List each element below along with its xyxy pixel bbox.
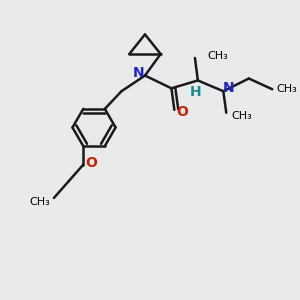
Text: H: H (190, 85, 202, 99)
Text: N: N (132, 66, 144, 80)
Text: CH₃: CH₃ (29, 197, 50, 207)
Text: O: O (85, 156, 97, 170)
Text: O: O (176, 105, 188, 119)
Text: CH₃: CH₃ (276, 84, 297, 94)
Text: N: N (222, 81, 234, 95)
Text: CH₃: CH₃ (231, 111, 252, 121)
Text: CH₃: CH₃ (208, 51, 228, 61)
